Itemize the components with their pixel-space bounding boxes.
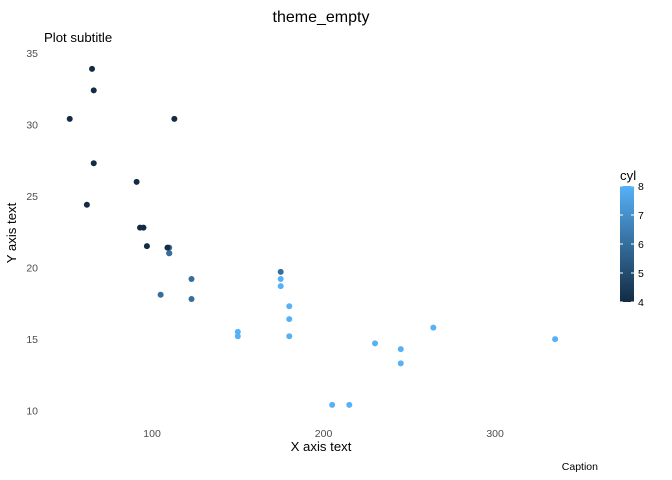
data-point — [140, 224, 147, 231]
data-point — [89, 65, 96, 72]
chart-title: theme_empty — [273, 9, 370, 26]
chart-caption: Caption — [562, 461, 598, 473]
chart-subtitle: Plot subtitle — [44, 30, 112, 45]
y-tick-label: 15 — [26, 334, 38, 346]
x-axis-title: X axis text — [291, 439, 352, 454]
data-point — [164, 244, 171, 251]
color-legend: cyl 4 5 6 7 8 — [620, 168, 644, 309]
data-points — [66, 65, 559, 408]
data-point — [286, 303, 293, 310]
data-point — [157, 291, 164, 298]
data-point — [552, 336, 559, 343]
data-point — [66, 115, 73, 122]
data-point — [286, 333, 293, 340]
data-point — [166, 250, 173, 257]
legend-colorbar — [620, 186, 634, 302]
y-tick-label: 35 — [26, 48, 38, 60]
x-tick-label: 100 — [143, 428, 161, 440]
y-tick-label: 10 — [26, 406, 38, 418]
x-tick-label: 300 — [486, 428, 504, 440]
legend-ticks: 4 5 6 7 8 — [620, 181, 644, 309]
data-point — [346, 401, 353, 408]
data-point — [372, 340, 379, 347]
y-tick-label: 25 — [26, 191, 38, 203]
data-point — [188, 296, 195, 303]
data-point — [234, 328, 241, 335]
legend-tick-label: 4 — [638, 297, 644, 309]
y-axis-tick-labels: 10 15 20 25 30 35 — [26, 48, 38, 417]
legend-tick-label: 5 — [638, 268, 644, 280]
data-point — [171, 115, 178, 122]
x-tick-label: 200 — [315, 428, 333, 440]
x-axis-tick-labels: 100 200 300 — [143, 428, 504, 440]
y-tick-label: 20 — [26, 263, 38, 275]
data-point — [277, 268, 284, 275]
data-point — [90, 160, 97, 167]
data-point — [430, 324, 437, 331]
data-point — [83, 201, 90, 208]
data-point — [143, 243, 150, 250]
data-point — [133, 178, 140, 185]
legend-tick-label: 6 — [638, 239, 644, 251]
data-point — [397, 346, 404, 353]
data-point — [90, 87, 97, 94]
y-tick-label: 30 — [26, 120, 38, 132]
legend-title: cyl — [620, 168, 636, 183]
legend-tick-label: 7 — [638, 210, 644, 222]
data-point — [286, 316, 293, 323]
data-point — [277, 276, 284, 283]
data-point — [234, 333, 241, 340]
data-point — [397, 360, 404, 367]
legend-tick-label: 8 — [638, 181, 644, 193]
y-axis-title: Y axis text — [4, 202, 19, 263]
data-point — [329, 401, 336, 408]
data-point — [277, 283, 284, 290]
data-point — [188, 276, 195, 283]
